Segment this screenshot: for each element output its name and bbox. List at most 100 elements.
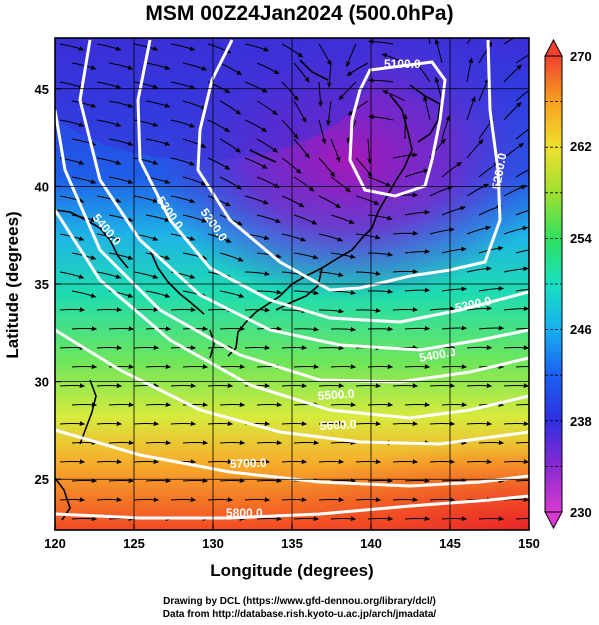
streamline-arrow bbox=[318, 421, 345, 427]
streamline-arrow bbox=[281, 157, 302, 174]
streamline-arrow bbox=[355, 308, 382, 313]
streamline-arrow bbox=[256, 138, 279, 153]
streamline-arrow bbox=[96, 157, 122, 165]
streamline-arrow bbox=[293, 326, 320, 332]
streamline-arrow bbox=[515, 209, 529, 216]
streamline-arrow bbox=[145, 138, 171, 146]
streamline-arrow bbox=[392, 421, 419, 427]
streamline-arrow bbox=[96, 497, 123, 503]
streamline-arrow bbox=[182, 440, 209, 446]
streamline-arrow bbox=[207, 233, 232, 243]
streamline-arrow bbox=[71, 516, 98, 522]
streamline-arrow bbox=[207, 383, 234, 389]
streamline-arrow bbox=[96, 421, 123, 427]
streamline-arrow bbox=[71, 440, 98, 446]
streamline-arrow bbox=[345, 43, 357, 68]
streamline-arrow bbox=[170, 195, 196, 203]
streamline-arrow bbox=[326, 100, 332, 127]
streamline-arrow bbox=[466, 225, 492, 235]
streamline-arrow bbox=[466, 57, 474, 83]
streamline-arrow bbox=[145, 402, 172, 408]
contour-label: 5600.0 bbox=[319, 417, 357, 433]
streamline-arrow bbox=[281, 233, 307, 242]
streamline-arrow bbox=[503, 383, 529, 389]
streamline-arrow bbox=[466, 421, 493, 427]
x-tick-label: 150 bbox=[518, 536, 540, 551]
contour-label: 5500.0 bbox=[317, 386, 355, 403]
streamline-arrow bbox=[71, 176, 97, 184]
streamline-arrow bbox=[145, 214, 171, 222]
streamline-arrow bbox=[404, 364, 431, 370]
streamline-arrow bbox=[478, 41, 493, 64]
streamline-arrow bbox=[182, 402, 209, 408]
streamline-arrow bbox=[441, 114, 451, 140]
streamline-arrow bbox=[338, 81, 357, 101]
y-axis: 25 30 35 40 45 bbox=[35, 82, 61, 487]
streamline-arrow bbox=[404, 168, 430, 178]
streamline-arrow bbox=[330, 478, 357, 484]
contour-label: 5700.0 bbox=[230, 456, 267, 471]
streamline-arrow bbox=[59, 307, 86, 313]
streamline-arrow bbox=[330, 176, 351, 193]
streamline-arrow bbox=[318, 497, 345, 503]
streamline-arrow bbox=[71, 478, 98, 484]
streamline-arrow bbox=[441, 286, 468, 292]
streamline-arrow bbox=[71, 214, 97, 222]
streamline-arrow bbox=[330, 516, 357, 522]
streamline-arrow bbox=[96, 81, 122, 89]
streamline-arrow bbox=[515, 404, 529, 406]
x-tick-label: 135 bbox=[281, 536, 303, 551]
streamline-arrow bbox=[244, 345, 271, 351]
streamline-arrow bbox=[71, 100, 97, 108]
streamline-arrow bbox=[207, 157, 231, 170]
streamline-arrow bbox=[503, 306, 529, 311]
streamline-arrow bbox=[281, 81, 299, 101]
streamline-arrow bbox=[59, 119, 85, 127]
streamline-arrow bbox=[318, 308, 345, 314]
streamline-arrow bbox=[59, 421, 86, 427]
streamline-arrow bbox=[293, 138, 310, 159]
streamline-arrow bbox=[170, 383, 197, 389]
streamline-arrow bbox=[503, 64, 523, 83]
streamline-arrow bbox=[515, 169, 529, 178]
streamline-arrow bbox=[466, 266, 492, 273]
contour-label: 5100.0 bbox=[384, 57, 421, 71]
y-tick-label: 25 bbox=[35, 472, 49, 487]
streamline-arrow bbox=[441, 402, 468, 408]
streamline-arrow bbox=[244, 459, 271, 465]
streamline-arrow bbox=[503, 225, 529, 235]
streamline-arrow bbox=[404, 249, 431, 254]
streamline-arrow bbox=[108, 176, 134, 184]
streamline-arrow bbox=[145, 290, 171, 298]
x-axis: 120 125 130 135 140 145 150 bbox=[44, 524, 540, 551]
streamline-arrow bbox=[59, 383, 86, 389]
streamline-arrow bbox=[256, 516, 283, 522]
streamline-arrow bbox=[207, 43, 232, 54]
streamline-arrow bbox=[330, 402, 357, 408]
streamline-arrow bbox=[441, 364, 468, 370]
streamline-arrow bbox=[281, 421, 308, 427]
streamline-arrow bbox=[318, 195, 342, 209]
colorbar-label: 262 bbox=[570, 139, 592, 154]
streamline-arrow bbox=[367, 478, 394, 484]
streamline-arrow bbox=[367, 326, 394, 332]
streamline-arrow bbox=[330, 138, 341, 163]
streamline-arrow bbox=[515, 480, 529, 482]
streamline-arrow bbox=[59, 459, 86, 465]
streamline-arrow bbox=[293, 100, 307, 124]
lat-lon-grid bbox=[55, 38, 529, 530]
contour-label: 5200.0 bbox=[489, 152, 509, 191]
streamline-arrow bbox=[207, 81, 231, 94]
streamline-arrow bbox=[367, 516, 394, 522]
streamline-arrow bbox=[503, 459, 529, 465]
streamline-arrow bbox=[133, 459, 160, 465]
streamline-arrow bbox=[515, 366, 529, 368]
streamline-arrow bbox=[429, 459, 456, 465]
credit-line-data: Data from http://database.rish.kyoto-u.a… bbox=[162, 609, 437, 620]
streamline-arrow bbox=[367, 214, 393, 221]
streamline-arrow bbox=[515, 518, 529, 520]
streamline-arrow bbox=[382, 90, 406, 102]
streamline-arrow bbox=[367, 364, 394, 370]
streamline-arrow bbox=[133, 81, 159, 89]
streamline-arrow bbox=[503, 142, 525, 159]
